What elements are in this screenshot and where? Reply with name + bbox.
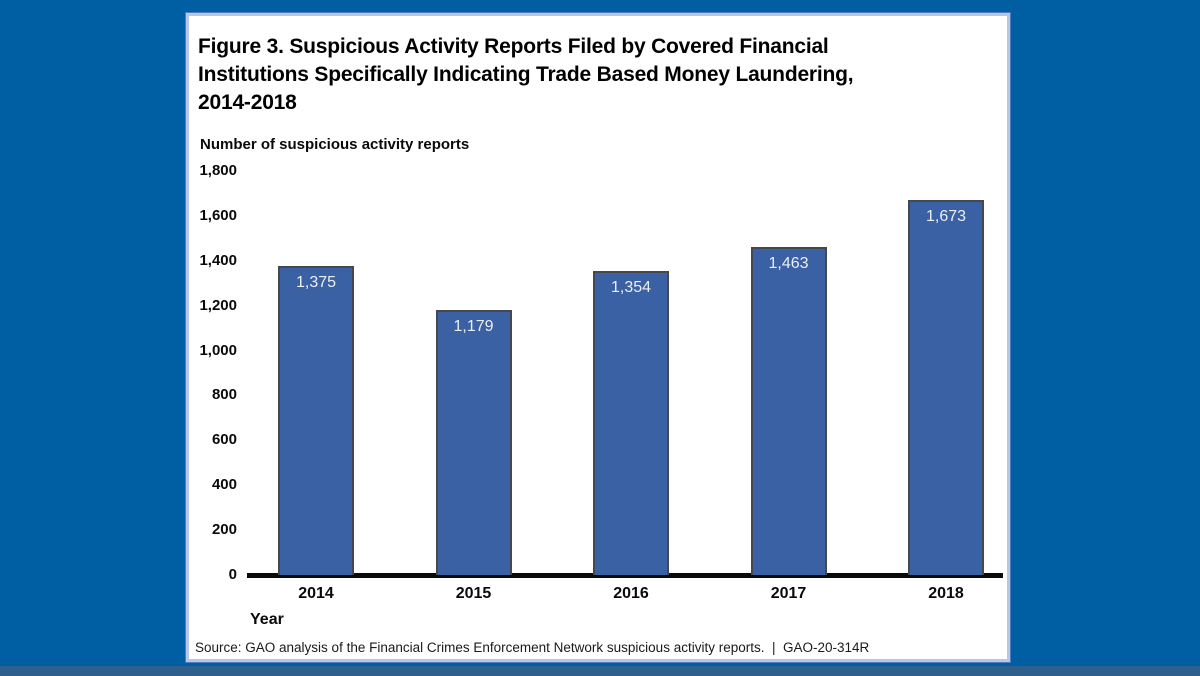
bar-2018: 1,673 [908,199,984,575]
source-note: Source: GAO analysis of the Financial Cr… [195,640,870,655]
bar-2014: 1,375 [278,266,354,575]
bottom-window-edge [0,666,1200,676]
y-axis-unit-label: Number of suspicious activity reports [200,136,470,153]
bar-value-label: 1,375 [295,274,337,292]
bar-value-label: 1,463 [768,254,809,272]
plot-area: 1,375 1,179 1,354 1,463 1,673 [247,171,1003,575]
x-axis-line [247,573,1003,578]
bar-2015: 1,179 [435,310,512,575]
y-tick-label: 1,000 [199,341,237,359]
y-tick-label: 400 [211,476,237,494]
x-tick-label-2014: 2014 [298,585,334,602]
y-tick-label: 1,800 [199,162,237,179]
figure-title-line: Institutions Specifically Indicating Tra… [198,63,854,86]
x-tick-label-2016: 2016 [613,585,649,602]
figure-panel: Figure 3. Suspicious Activity Reports Fi… [186,13,1010,662]
y-tick-label: 0 [228,566,237,583]
figure-title-line: Figure 3. Suspicious Activity Reports Fi… [198,35,829,58]
x-tick-label-2017: 2017 [770,585,807,602]
y-tick-label: 1,600 [199,206,237,224]
y-tick-label: 1,200 [199,296,237,314]
bar-value-label: 1,354 [610,279,652,297]
bar-value-label: 1,673 [925,207,967,225]
bar-chart: 1,375 1,179 1,354 1,463 1,673 0 200 400 600 800 1… [189,155,1007,635]
figure-title: Figure 3. Suspicious Activity Reports Fi… [198,33,958,117]
y-tick-label: 200 [211,521,237,539]
x-tick-label-2018: 2018 [928,585,964,602]
figure-title-line: 2014-2018 [198,91,297,114]
y-tick-label: 800 [211,386,237,404]
bar-value-label: 1,179 [453,318,494,336]
x-axis-title: Year [250,611,284,628]
y-tick-label: 600 [211,431,237,449]
x-tick-label-2015: 2015 [455,585,492,602]
y-tick-label: 1,400 [199,251,237,269]
bar-2016: 1,354 [593,271,669,575]
bar-2017: 1,463 [750,246,827,575]
